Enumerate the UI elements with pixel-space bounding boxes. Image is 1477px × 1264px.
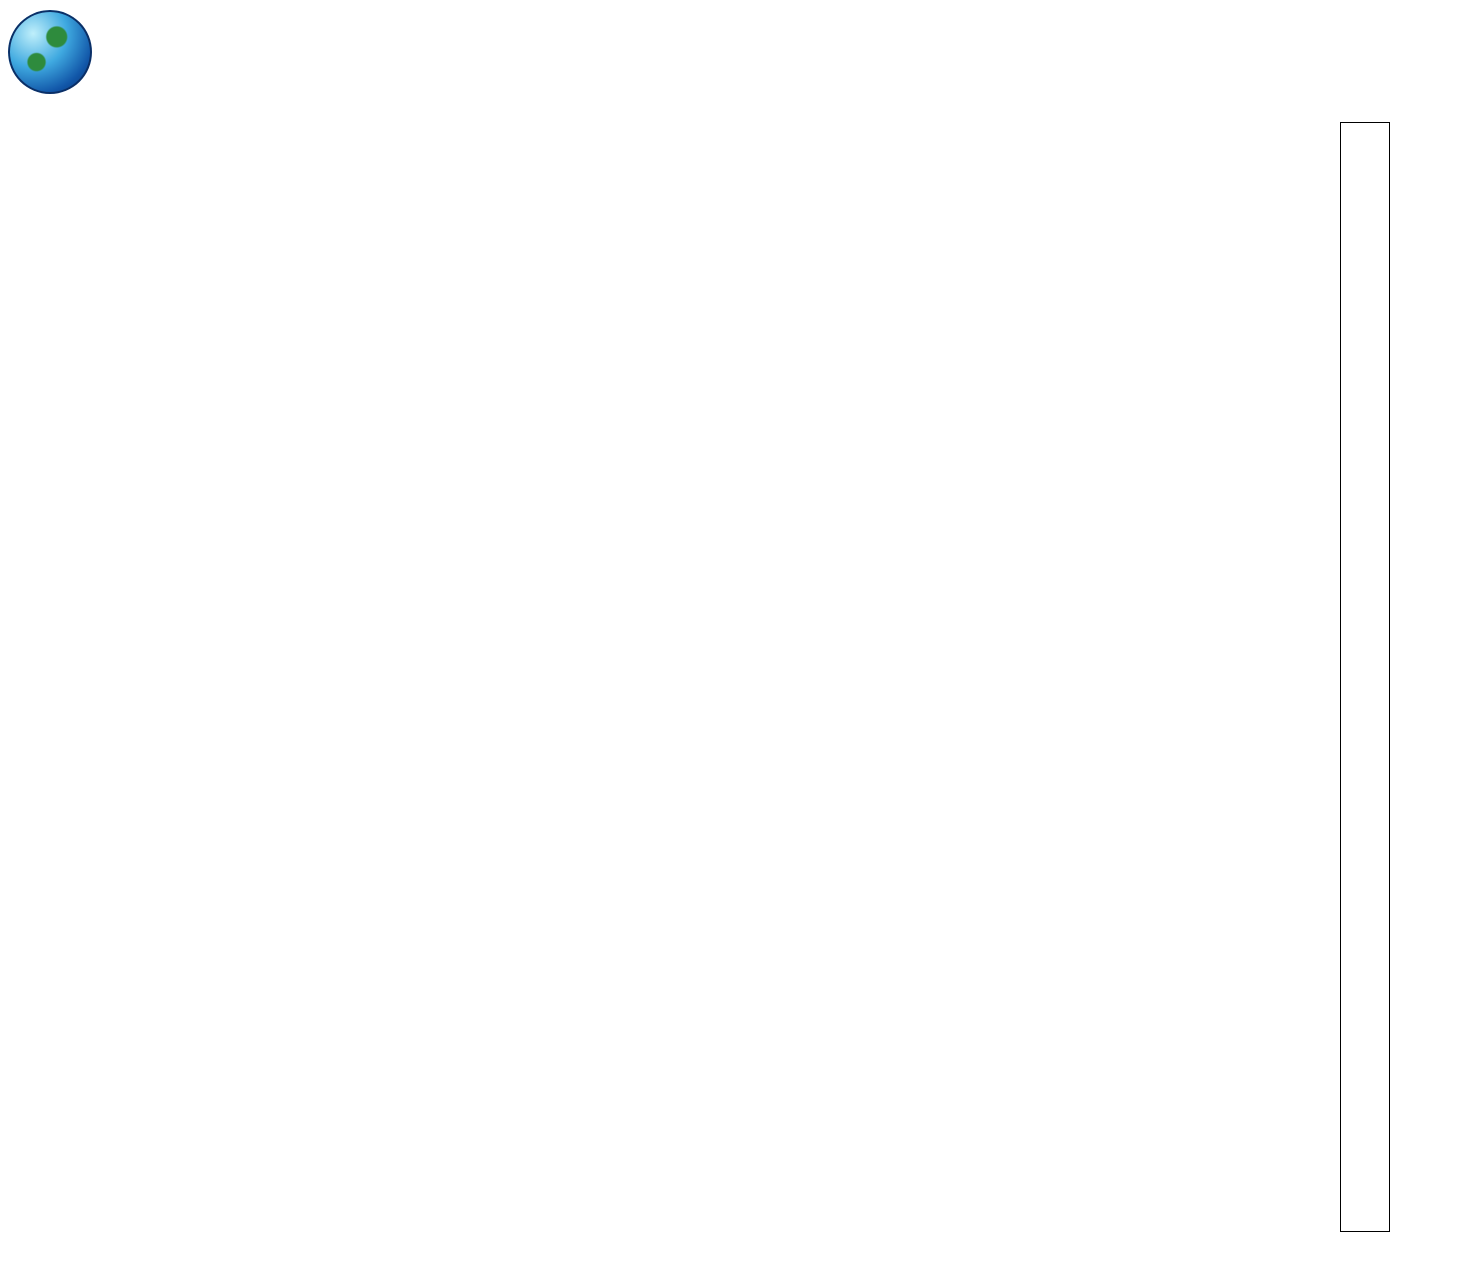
colorbar: [1340, 122, 1390, 1232]
coaps-logo: [8, 10, 92, 94]
